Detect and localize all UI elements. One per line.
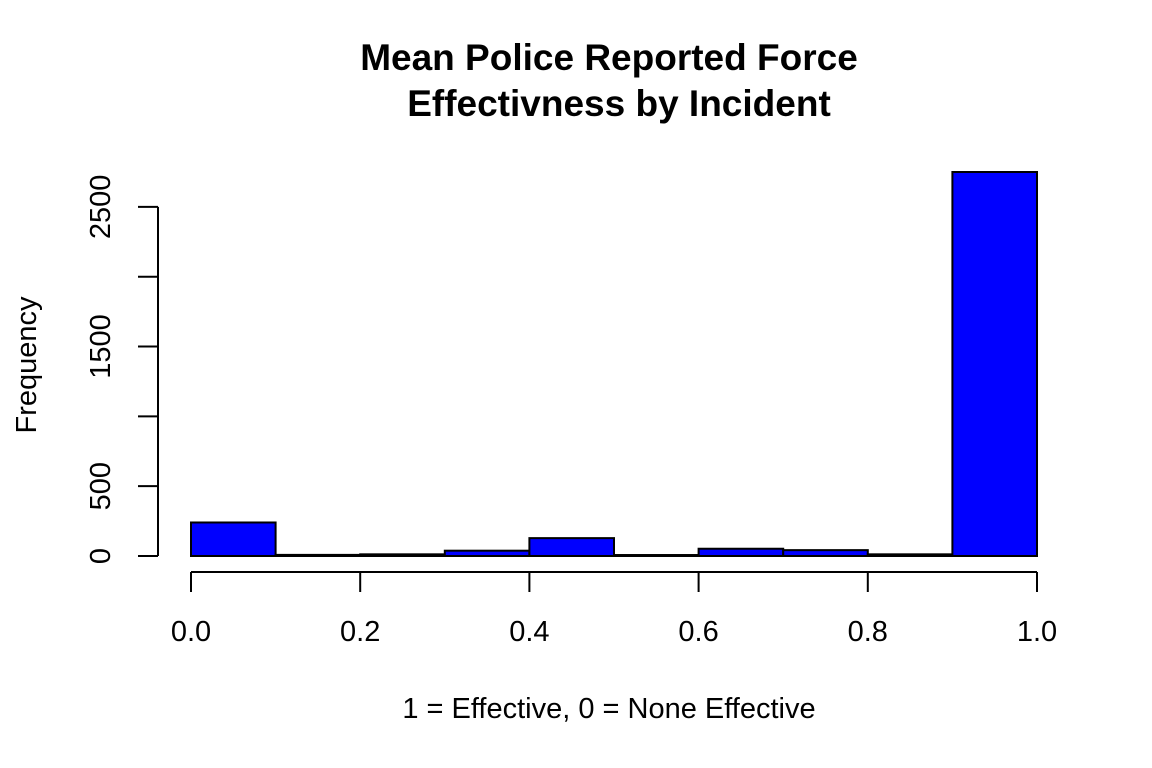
x-axis-ticks: 0.0 0.2 0.4 0.6 0.8 1.0: [171, 572, 1057, 648]
x-axis-label: 1 = Effective, 0 = None Effective: [402, 693, 815, 725]
x-tick-label-2: 0.4: [509, 616, 549, 648]
x-tick-label-0: 0.0: [171, 616, 211, 648]
chart-title-line-1: Mean Police Reported Force: [360, 37, 858, 78]
histogram-bar-2: [359, 553, 446, 557]
histogram-bar-3: [443, 549, 531, 558]
y-tick-label-5: 2500: [85, 175, 117, 240]
chart-title-line-2: Effectivness by Incident: [407, 83, 831, 124]
y-tick-label-1: 500: [85, 462, 117, 510]
histogram-bar-9: [951, 171, 1039, 557]
histogram-bar-7: [782, 549, 869, 557]
histogram-bars: [190, 171, 1039, 558]
y-tick-label-0: 0: [85, 548, 117, 564]
histogram-bar-4: [528, 537, 616, 557]
histogram-bar-1: [274, 553, 362, 558]
histogram-bar-6: [697, 547, 785, 557]
y-axis-ticks: 0 500 1500 2500: [85, 175, 158, 564]
histogram-bar-8: [866, 553, 954, 557]
x-tick-label-4: 0.8: [848, 616, 888, 648]
y-tick-label-3: 1500: [85, 314, 117, 379]
x-tick-label-3: 0.6: [678, 616, 718, 648]
y-axis-label: Frequency: [11, 296, 43, 434]
x-tick-label-1: 0.2: [340, 616, 380, 648]
histogram-bar-5: [613, 554, 700, 557]
histogram-bar-0: [190, 521, 277, 557]
x-tick-label-5: 1.0: [1017, 616, 1057, 648]
